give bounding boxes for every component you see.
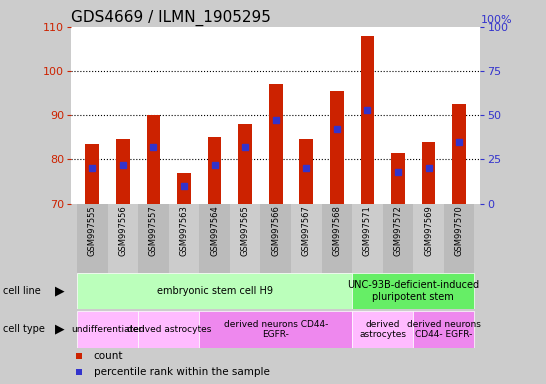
Bar (413, 204, 444, 273)
Text: GSM997572: GSM997572 (394, 205, 402, 256)
Bar (291, 204, 322, 273)
Bar (108, 204, 138, 273)
Text: GDS4669 / ILMN_1905295: GDS4669 / ILMN_1905295 (71, 9, 271, 25)
Text: GSM997567: GSM997567 (302, 205, 311, 256)
Text: GSM997565: GSM997565 (241, 205, 250, 256)
Text: derived
astrocytes: derived astrocytes (359, 319, 406, 339)
Bar (77, 204, 108, 273)
Text: GSM997556: GSM997556 (118, 205, 127, 256)
Bar (230, 204, 260, 273)
Text: 100%: 100% (480, 15, 512, 25)
Text: GSM997563: GSM997563 (180, 205, 188, 256)
Bar (322, 204, 352, 273)
Bar (116, 139, 130, 204)
Bar (413, 311, 474, 348)
Text: UNC-93B-deficient-induced
pluripotent stem: UNC-93B-deficient-induced pluripotent st… (347, 280, 479, 302)
Bar (199, 311, 352, 348)
Bar (352, 311, 413, 348)
Bar (177, 173, 191, 204)
Bar (138, 204, 169, 273)
Bar (77, 311, 138, 348)
Bar (444, 204, 474, 273)
Text: percentile rank within the sample: percentile rank within the sample (93, 367, 269, 377)
Bar (138, 311, 199, 348)
Text: GSM997555: GSM997555 (88, 205, 97, 255)
Bar (260, 204, 291, 273)
Text: GSM997564: GSM997564 (210, 205, 219, 256)
Bar (147, 115, 161, 204)
Bar (77, 273, 352, 309)
Text: GSM997570: GSM997570 (455, 205, 464, 256)
Text: GSM997568: GSM997568 (333, 205, 341, 256)
Text: undifferentiated: undifferentiated (71, 325, 145, 334)
Bar (299, 139, 313, 204)
Text: cell line: cell line (3, 286, 40, 296)
Text: derived astrocytes: derived astrocytes (127, 325, 211, 334)
Bar (207, 137, 222, 204)
Text: ▶: ▶ (55, 323, 64, 336)
Bar (330, 91, 344, 204)
Text: GSM997557: GSM997557 (149, 205, 158, 256)
Bar (422, 142, 435, 204)
Text: count: count (93, 351, 123, 361)
Bar (360, 36, 375, 204)
Text: embryonic stem cell H9: embryonic stem cell H9 (157, 286, 272, 296)
Text: ▶: ▶ (55, 285, 64, 297)
Bar (452, 104, 466, 204)
Bar (169, 204, 199, 273)
Bar (352, 273, 474, 309)
Bar (86, 144, 99, 204)
Text: derived neurons CD44-
EGFR-: derived neurons CD44- EGFR- (223, 319, 328, 339)
Bar (383, 204, 413, 273)
Text: derived neurons
CD44- EGFR-: derived neurons CD44- EGFR- (407, 319, 480, 339)
Bar (391, 153, 405, 204)
Bar (238, 124, 252, 204)
Text: GSM997569: GSM997569 (424, 205, 433, 256)
Bar (352, 204, 383, 273)
Text: cell type: cell type (3, 324, 45, 334)
Text: GSM997571: GSM997571 (363, 205, 372, 256)
Bar (199, 204, 230, 273)
Text: GSM997566: GSM997566 (271, 205, 280, 256)
Bar (269, 84, 283, 204)
